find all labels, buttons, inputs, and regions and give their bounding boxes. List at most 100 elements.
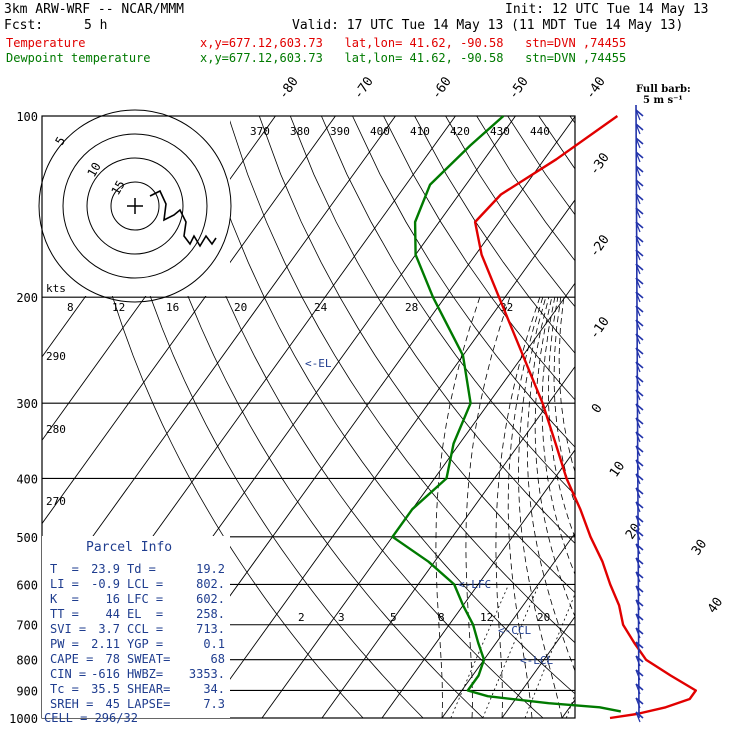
parcel-info-title: Parcel Info (86, 540, 173, 555)
dry-adiabat (134, 116, 484, 718)
theta-e-label: 370 (250, 125, 270, 138)
parcel-param-value: 7.3 (203, 697, 225, 711)
parcel-param-value: 3.7 (98, 622, 120, 636)
dry-adiabat (258, 116, 575, 594)
parcel-param-value: 44 (105, 607, 120, 621)
dry-adiabat (352, 116, 575, 448)
isotherm-line (682, 116, 740, 718)
parcel-param-label: CCL = (127, 622, 164, 636)
wind-barb (635, 599, 644, 607)
isotherm-label: -30 (587, 150, 613, 178)
hodograph-ring (62, 133, 208, 279)
dry-adiabat (103, 116, 424, 718)
dry-adiabat (414, 116, 575, 354)
pressure-label: 800 (16, 654, 38, 668)
dry-adiabat (632, 116, 740, 718)
dry-adiabat (663, 116, 740, 718)
parcel-param-label: SHEAR= (127, 682, 171, 696)
hodograph-ring-label: 15 (108, 178, 127, 198)
isotherm-line (561, 699, 575, 718)
isotherm-line (42, 116, 396, 608)
pressure-label: 600 (16, 578, 38, 592)
forecast-hour: 5 h (84, 18, 108, 33)
dry-adiabat (72, 116, 364, 718)
pressure-label: 200 (16, 291, 38, 305)
dry-adiabat (196, 116, 575, 695)
theta-label: 270 (46, 495, 66, 508)
hodograph-ring (38, 109, 232, 303)
wind-barb (635, 515, 644, 523)
forecast-label: Fcst: (4, 18, 44, 33)
isotherm-label: -40 (583, 74, 609, 102)
init-time: Init: 12 UTC Tue 14 May 13 (505, 2, 709, 17)
hodograph-unit: kts (46, 282, 66, 295)
parcel-param-label: EL = (127, 607, 164, 621)
moist-adiabat (534, 297, 575, 618)
wind-legend-title: Full barb: (636, 84, 691, 95)
pressure-label: 500 (16, 531, 38, 545)
hodograph-trace (149, 189, 217, 248)
dry-adiabat (694, 116, 740, 718)
level-annotation: <-LCL (520, 654, 553, 667)
parcel-param-value: 3353. (188, 667, 225, 681)
mixing-ratio-label: 24 (314, 301, 328, 314)
pressure-label: 1000 (9, 712, 38, 726)
parcel-param-value: 68 (210, 652, 225, 666)
wind-barb-staff (635, 104, 640, 719)
dewpoint-location-info: x,y=677.12,603.73 lat,lon= 41.62, -90.58… (200, 51, 627, 65)
mixing-ratio-label: 28 (405, 301, 418, 314)
parcel-param-value: 16 (105, 592, 120, 606)
mixing-ratio-line (654, 584, 700, 718)
theta-label: 290 (46, 350, 66, 363)
wind-barb (635, 543, 644, 551)
isotherm-line (42, 116, 336, 525)
parcel-param-label: K = (50, 592, 79, 606)
parcel-param-label: T = (50, 562, 79, 576)
mixing-ratio-label: 12 (112, 301, 125, 314)
mixing-ratio-label: 8 (438, 611, 445, 624)
parcel-param-label: LAPSE= (127, 697, 171, 711)
dewpoint-legend: Dewpoint temperature (6, 51, 151, 65)
moist-adiabat (541, 297, 575, 576)
pressure-label: 300 (16, 397, 38, 411)
mixing-ratio-line (604, 584, 653, 718)
isotherm-label: -70 (351, 74, 377, 102)
parcel-param-label: LI = (50, 577, 79, 591)
moist-adiabat (518, 297, 563, 718)
isotherm-line (381, 449, 575, 718)
mixing-ratio-label: 2 (298, 611, 305, 624)
parcel-param-value: 802. (196, 577, 225, 591)
parcel-param-label: Td = (127, 562, 156, 576)
moist-adiabat (558, 297, 575, 474)
isotherm-line (441, 532, 575, 718)
parcel-param-value: -0.9 (91, 577, 120, 591)
moist-adiabat (548, 297, 575, 539)
level-annotation: <-EL (305, 357, 332, 370)
dry-adiabat (725, 116, 740, 718)
hodograph-ring-label: 10 (84, 160, 103, 180)
isotherm-label: 30 (689, 537, 710, 558)
parcel-param-label: TT = (50, 607, 79, 621)
moist-adiabat (553, 297, 575, 505)
mixing-ratio-label: 12 (480, 611, 493, 624)
isotherm-label: 0 (589, 401, 606, 416)
dry-adiabat (165, 116, 544, 718)
isotherm-label: -50 (506, 74, 532, 102)
level-annotation: <-LFC (458, 578, 491, 591)
isotherm-line (201, 199, 575, 718)
parcel-param-label: SVI = (50, 622, 87, 636)
parcel-param-value: 45 (105, 697, 120, 711)
dry-adiabat (383, 116, 575, 401)
isotherm-label: 20 (623, 521, 644, 542)
parcel-param-value: 2.11 (91, 637, 120, 651)
wind-barb (635, 529, 644, 537)
theta-label: 280 (46, 423, 66, 436)
parcel-param-label: CIN = (50, 667, 87, 681)
temperature-trace (473, 115, 697, 720)
parcel-param-label: LFC = (127, 592, 164, 606)
model-title: 3km ARW-WRF -- NCAR/MMM (4, 2, 185, 17)
parcel-param-label: Tc = (50, 682, 79, 696)
wind-barb (635, 151, 644, 159)
